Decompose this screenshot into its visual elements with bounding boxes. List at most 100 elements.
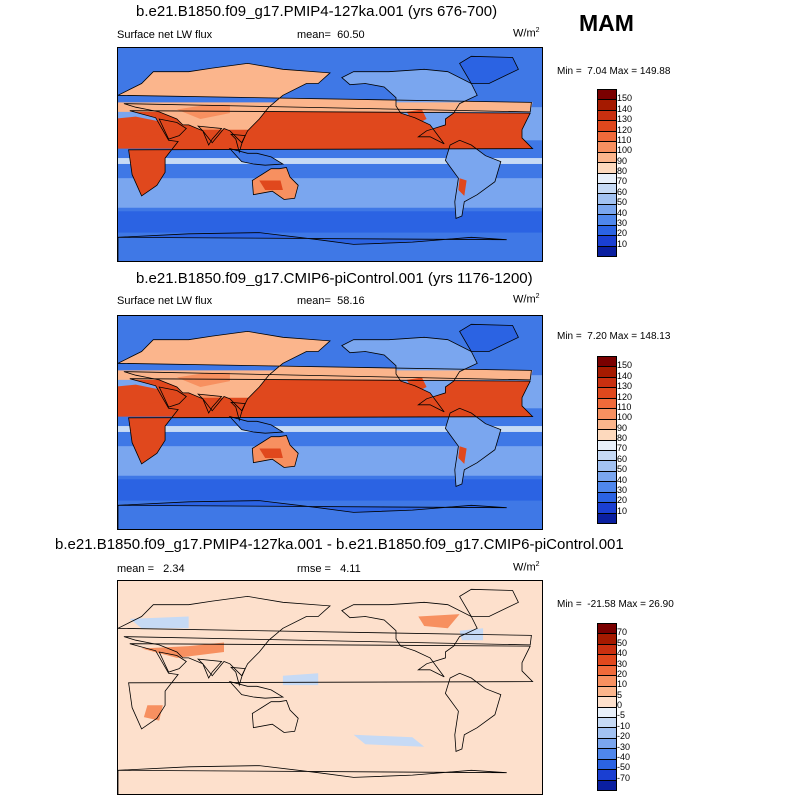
land-antarctica <box>118 500 507 529</box>
colorbar-swatch <box>598 131 616 143</box>
land-antarctica <box>118 232 507 261</box>
colorbar-tick-label: 130 <box>617 381 633 392</box>
colorbar-tick-label: 60 <box>617 453 628 464</box>
neg-patch-pacific <box>353 734 425 747</box>
colorbar-tick-label: -50 <box>617 762 631 773</box>
colorbar-tick-label: 120 <box>617 391 633 402</box>
colorbar-swatch <box>598 728 616 739</box>
coastline-antarctica <box>118 765 507 794</box>
land-greenland <box>459 56 519 84</box>
colorbar-swatch <box>598 110 616 122</box>
panel-2-title: b.e21.B1850.f09_g17.CMIP6-piControl.001 … <box>136 270 533 287</box>
coastline-arabia <box>158 118 187 140</box>
colorbar-tick-label: 100 <box>617 412 633 423</box>
colorbar-tick-label: 90 <box>617 422 628 433</box>
colorbar-tick-label: 150 <box>617 360 633 371</box>
colorbar-tick-label: 50 <box>617 197 628 208</box>
coastline-eurasia <box>118 62 532 144</box>
colorbar-tick-label: 30 <box>617 658 628 669</box>
panel-3-units: W/m2 <box>513 561 540 574</box>
colorbar-tick-label: 70 <box>617 176 628 187</box>
land-indonesia <box>229 148 283 166</box>
colorbar-tick-label: -5 <box>617 710 626 721</box>
coastline-indonesia <box>228 680 285 699</box>
colorbar-tick-label: 40 <box>617 474 628 485</box>
colorbar-tick-label: 5 <box>617 689 623 700</box>
panel-3-minmax: Min = -21.58 Max = 26.90 <box>557 599 674 610</box>
panel-2-max-label: Max = <box>609 331 638 342</box>
panel-1-title: b.e21.B1850.f09_g17.PMIP4-127ka.001 (yrs… <box>136 3 498 20</box>
land-africa_wrap <box>118 129 532 149</box>
panel-2-units-base: W/m <box>513 293 536 306</box>
colorbar-swatch <box>598 183 616 195</box>
coastline-india <box>197 393 223 414</box>
panel-3-rmse-label: rmse = <box>297 563 331 575</box>
colorbar-swatch <box>598 780 616 790</box>
coastline-greenland <box>459 588 519 617</box>
colorbar-swatch <box>598 194 616 205</box>
coastline-seasia <box>230 133 246 154</box>
coastline-namerica <box>341 336 478 413</box>
panel-1-colorbar <box>597 89 617 257</box>
land-samerica <box>445 140 501 219</box>
coastline-india <box>197 658 223 679</box>
colorbar-tick-label: 10 <box>617 238 628 249</box>
colorbar-swatch <box>598 100 616 111</box>
panel-3-mean: mean = 2.34 <box>117 563 185 575</box>
colorbar-tick-label: 120 <box>617 124 633 135</box>
colorbar-swatch <box>598 492 616 504</box>
colorbar-tick-label: 110 <box>617 134 632 145</box>
colorbar-tick-label: -30 <box>617 741 631 752</box>
colorbar-swatch <box>598 770 616 781</box>
coastline-seasia <box>230 666 246 687</box>
panel-1-map <box>117 47 543 262</box>
coastline-australia <box>251 700 299 733</box>
colorbar-tick-label: 10 <box>617 679 628 690</box>
coastline-arabia <box>158 651 187 673</box>
coastline-eurasia <box>118 330 532 412</box>
panel-2-max-value: 148.13 <box>639 331 671 342</box>
coastline-africa <box>128 110 534 197</box>
coastline-indonesia <box>228 415 285 434</box>
panel-2-colorbar-ticks: 150 140 130 120 110 100 90 80 70 60 50 40 30 20 10 <box>608 356 638 522</box>
colorbar-swatch <box>598 90 616 101</box>
colorbar-tick-label: 60 <box>617 186 628 197</box>
colorbar-swatch <box>598 388 616 399</box>
colorbar-swatch <box>598 482 616 493</box>
colorbar-tick-label: 10 <box>617 505 628 516</box>
colorbar-swatch <box>598 225 616 237</box>
coastline-indonesia <box>228 147 285 166</box>
colorbar-tick-label: 0 <box>617 700 623 710</box>
panel-2-variable-label: Surface net LW flux <box>117 295 213 307</box>
colorbar-swatch <box>598 430 616 441</box>
panel-3-max-label: Max = <box>618 599 646 610</box>
panel-3-mean-value: 2.34 <box>163 563 185 575</box>
panel-2-mean-value: 58.16 <box>337 295 365 307</box>
pos-patch-nafrica-asia <box>141 642 224 658</box>
colorbar-swatch <box>598 503 616 514</box>
colorbar-swatch <box>598 450 616 462</box>
panel-1-mean-label: mean= <box>297 29 331 41</box>
colorbar-swatch <box>598 419 616 431</box>
coastline-namerica <box>341 68 478 145</box>
colorbar-swatch <box>598 644 616 656</box>
australia-core <box>259 448 283 458</box>
colorbar-swatch <box>598 440 616 451</box>
land-greenland <box>459 324 519 352</box>
panel-3-min-label: Min = <box>557 599 582 610</box>
colorbar-tick-label: 80 <box>617 433 628 443</box>
colorbar-tick-label: 50 <box>617 464 628 475</box>
colorbar-tick-label: 40 <box>617 207 628 218</box>
flux-map-canvas <box>118 48 542 261</box>
sahara-core <box>118 384 166 405</box>
coastline-samerica <box>444 672 502 752</box>
coastline-antarctica <box>118 232 507 261</box>
colorbar-tick-label: 150 <box>617 93 633 104</box>
panel-3-min-value: -21.58 <box>587 599 616 610</box>
panel-3-mean-label: mean = <box>117 563 154 575</box>
colorbar-swatch <box>598 152 616 164</box>
colorbar-swatch <box>598 471 616 483</box>
colorbar-tick-label: 140 <box>617 103 633 114</box>
panel-1-max-label: Max = <box>609 66 638 77</box>
panel-1-minmax: Min = 7.04 Max = 149.88 <box>557 66 670 77</box>
